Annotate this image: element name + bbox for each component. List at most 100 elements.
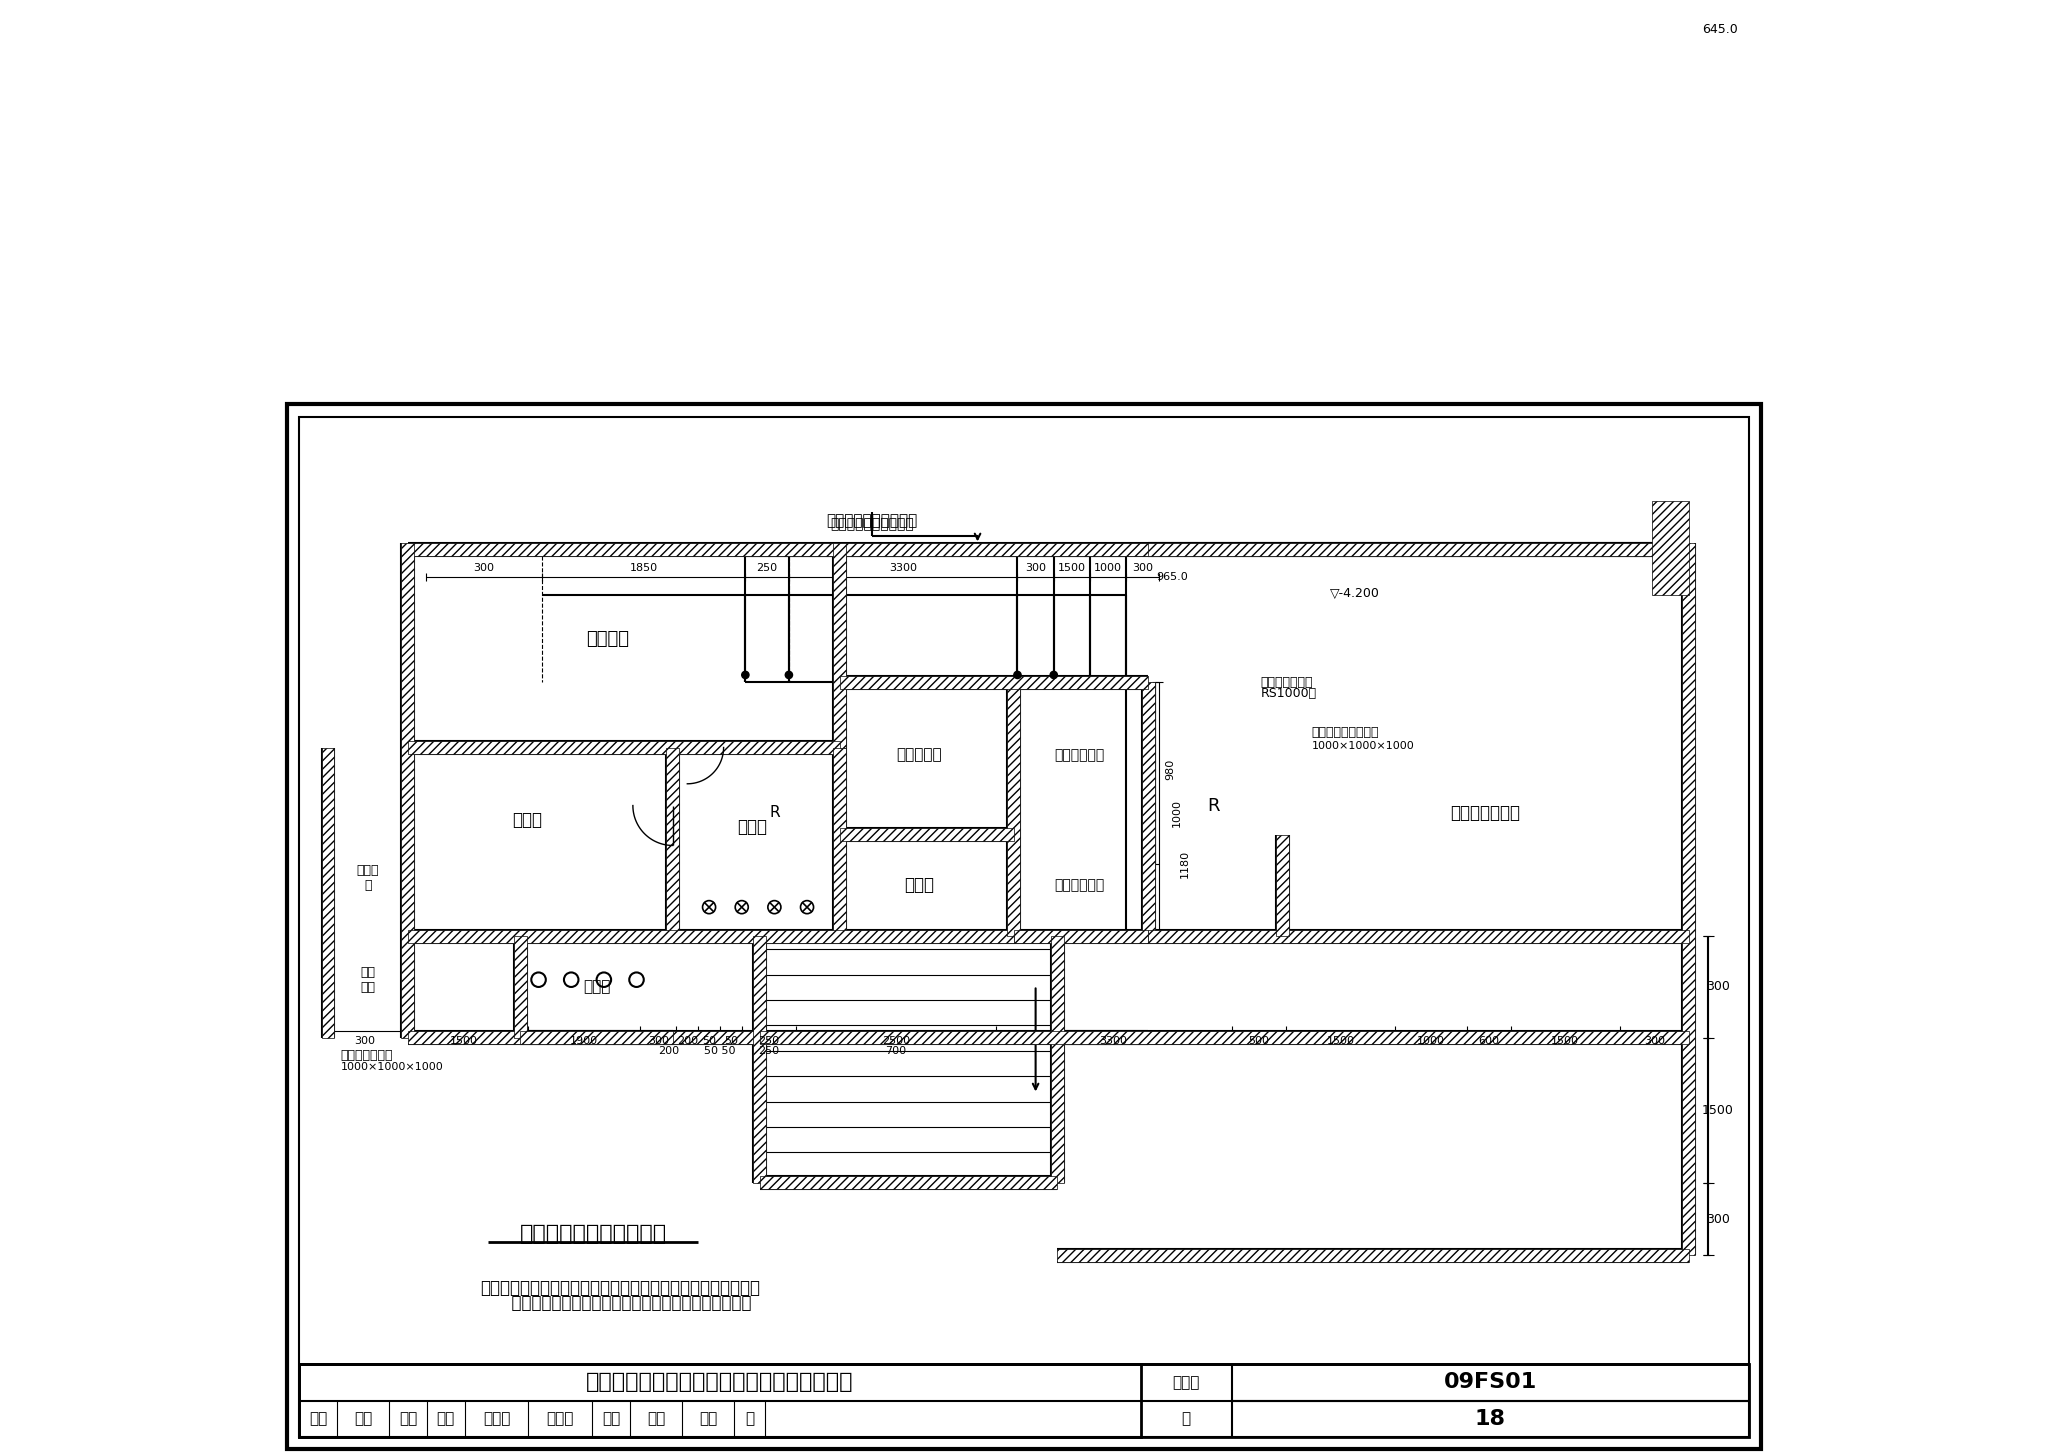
- Text: 洗消污水集水坑: 洗消污水集水坑: [340, 1049, 393, 1062]
- Text: 接地下室给排水平面图: 接地下室给排水平面图: [831, 517, 913, 531]
- Text: 容积式电热水器: 容积式电热水器: [1262, 675, 1313, 688]
- Text: 杨晶: 杨晶: [698, 1411, 717, 1426]
- Text: 与岫: 与岫: [399, 1411, 418, 1426]
- Text: 说明：扩散室、第一、二防毒通道排水进入室外集水坑，脱衣室: 说明：扩散室、第一、二防毒通道排水进入室外集水坑，脱衣室: [481, 1279, 760, 1296]
- Text: 300: 300: [1026, 563, 1047, 573]
- Text: 200: 200: [659, 1046, 680, 1056]
- Text: 300: 300: [1706, 1212, 1731, 1225]
- Text: ▽-4.200: ▽-4.200: [1329, 588, 1380, 599]
- Bar: [1149, 543, 1690, 556]
- Text: 1000: 1000: [1417, 1036, 1446, 1046]
- Bar: [401, 543, 414, 1037]
- Text: 页: 页: [1182, 1411, 1190, 1426]
- Text: 设计: 设计: [602, 1411, 621, 1426]
- Text: 脱衣室: 脱衣室: [905, 876, 934, 895]
- Circle shape: [784, 671, 793, 678]
- Text: 检查穿衣室: 检查穿衣室: [897, 748, 942, 762]
- Bar: [299, 1365, 1141, 1438]
- Bar: [840, 828, 1014, 841]
- Text: 1000: 1000: [1171, 799, 1182, 826]
- Text: 50 50: 50 50: [705, 1046, 735, 1056]
- Text: 防化器材储藏室: 防化器材储藏室: [1450, 803, 1520, 822]
- Text: 18: 18: [1475, 1408, 1505, 1429]
- Text: 700: 700: [885, 1046, 907, 1056]
- Text: 排风机房: 排风机房: [586, 630, 629, 647]
- Text: 1500: 1500: [1059, 563, 1085, 573]
- Text: 600: 600: [1479, 1036, 1499, 1046]
- Bar: [1057, 1032, 1149, 1045]
- Text: 300: 300: [647, 1036, 670, 1046]
- Text: 排风
竖井: 排风 竖井: [360, 966, 375, 994]
- Text: 50: 50: [702, 1036, 717, 1046]
- Text: 页: 页: [745, 1411, 754, 1426]
- Text: 645.0: 645.0: [1702, 23, 1739, 35]
- Bar: [408, 741, 840, 754]
- Text: 2500: 2500: [883, 1036, 909, 1046]
- Text: 09FS01: 09FS01: [1444, 1372, 1536, 1392]
- Text: R: R: [770, 805, 780, 821]
- Bar: [840, 675, 1149, 688]
- Bar: [520, 1032, 674, 1045]
- Text: 甲类一等人员掩蔽所主要出入口给排水放大图: 甲类一等人员掩蔽所主要出入口给排水放大图: [586, 1372, 854, 1392]
- Text: 金鹏: 金鹏: [354, 1411, 373, 1426]
- Bar: [1008, 682, 1020, 936]
- Text: 张爱华: 张爱华: [547, 1411, 573, 1426]
- Text: 300: 300: [1645, 1036, 1665, 1046]
- Text: 竖风道
井: 竖风道 井: [356, 864, 379, 892]
- Text: 300: 300: [354, 1036, 375, 1046]
- Bar: [408, 930, 1014, 943]
- Text: 300: 300: [1706, 981, 1731, 994]
- Text: 主要出入口给排水放大图: 主要出入口给排水放大图: [520, 1224, 666, 1244]
- Text: 1180: 1180: [1180, 850, 1190, 877]
- Bar: [754, 936, 766, 1183]
- Text: 300: 300: [473, 563, 496, 573]
- Text: 500: 500: [1247, 1036, 1270, 1046]
- Circle shape: [1014, 671, 1022, 678]
- Text: 3300: 3300: [1100, 1036, 1128, 1046]
- Text: 1500: 1500: [1702, 1104, 1735, 1117]
- Circle shape: [1051, 671, 1057, 678]
- Text: 1850: 1850: [629, 563, 657, 573]
- Circle shape: [741, 671, 750, 678]
- Text: 250: 250: [756, 563, 778, 573]
- Text: 校对: 校对: [436, 1411, 455, 1426]
- Bar: [666, 748, 680, 936]
- Bar: [760, 1032, 1690, 1045]
- Bar: [322, 748, 334, 1037]
- Text: 第一防毒通道: 第一防毒通道: [1055, 879, 1104, 892]
- Text: 250: 250: [758, 1046, 780, 1056]
- Text: 980: 980: [1165, 758, 1176, 780]
- Bar: [1014, 930, 1149, 943]
- Bar: [408, 543, 1690, 556]
- Text: 1900: 1900: [569, 1036, 598, 1046]
- Text: 审核: 审核: [309, 1411, 328, 1426]
- Text: 图集号: 图集号: [1174, 1375, 1200, 1390]
- Bar: [1057, 1248, 1690, 1261]
- Text: 接地下室给排水平面图: 接地下室给排水平面图: [827, 514, 918, 528]
- Bar: [299, 1365, 1749, 1438]
- Text: 965.0: 965.0: [1157, 572, 1188, 582]
- Text: 集气室: 集气室: [512, 810, 543, 829]
- Text: 200: 200: [676, 1036, 698, 1046]
- Text: 第二防毒通道: 第二防毒通道: [1055, 748, 1104, 762]
- Text: RS1000型: RS1000型: [1262, 687, 1317, 700]
- Text: R: R: [1206, 796, 1221, 815]
- Bar: [408, 1032, 760, 1045]
- Text: 口部洗消污水集水坑: 口部洗消污水集水坑: [1311, 726, 1378, 739]
- Bar: [1681, 543, 1696, 1256]
- Bar: [1051, 936, 1063, 1183]
- Bar: [760, 1176, 1057, 1189]
- Text: 杨晶: 杨晶: [647, 1411, 666, 1426]
- Bar: [1149, 930, 1690, 943]
- Text: 3300: 3300: [889, 563, 918, 573]
- Text: 300: 300: [1133, 563, 1153, 573]
- Text: 扩散室: 扩散室: [584, 979, 610, 994]
- Text: 1000×1000×1000: 1000×1000×1000: [1311, 741, 1413, 751]
- Text: 淋浴室: 淋浴室: [737, 818, 768, 837]
- Text: 1000: 1000: [1094, 563, 1122, 573]
- Bar: [1141, 682, 1155, 936]
- Bar: [1653, 501, 1690, 595]
- Text: 1500: 1500: [451, 1036, 477, 1046]
- Bar: [1276, 835, 1288, 936]
- Text: 1000×1000×1000: 1000×1000×1000: [340, 1062, 442, 1072]
